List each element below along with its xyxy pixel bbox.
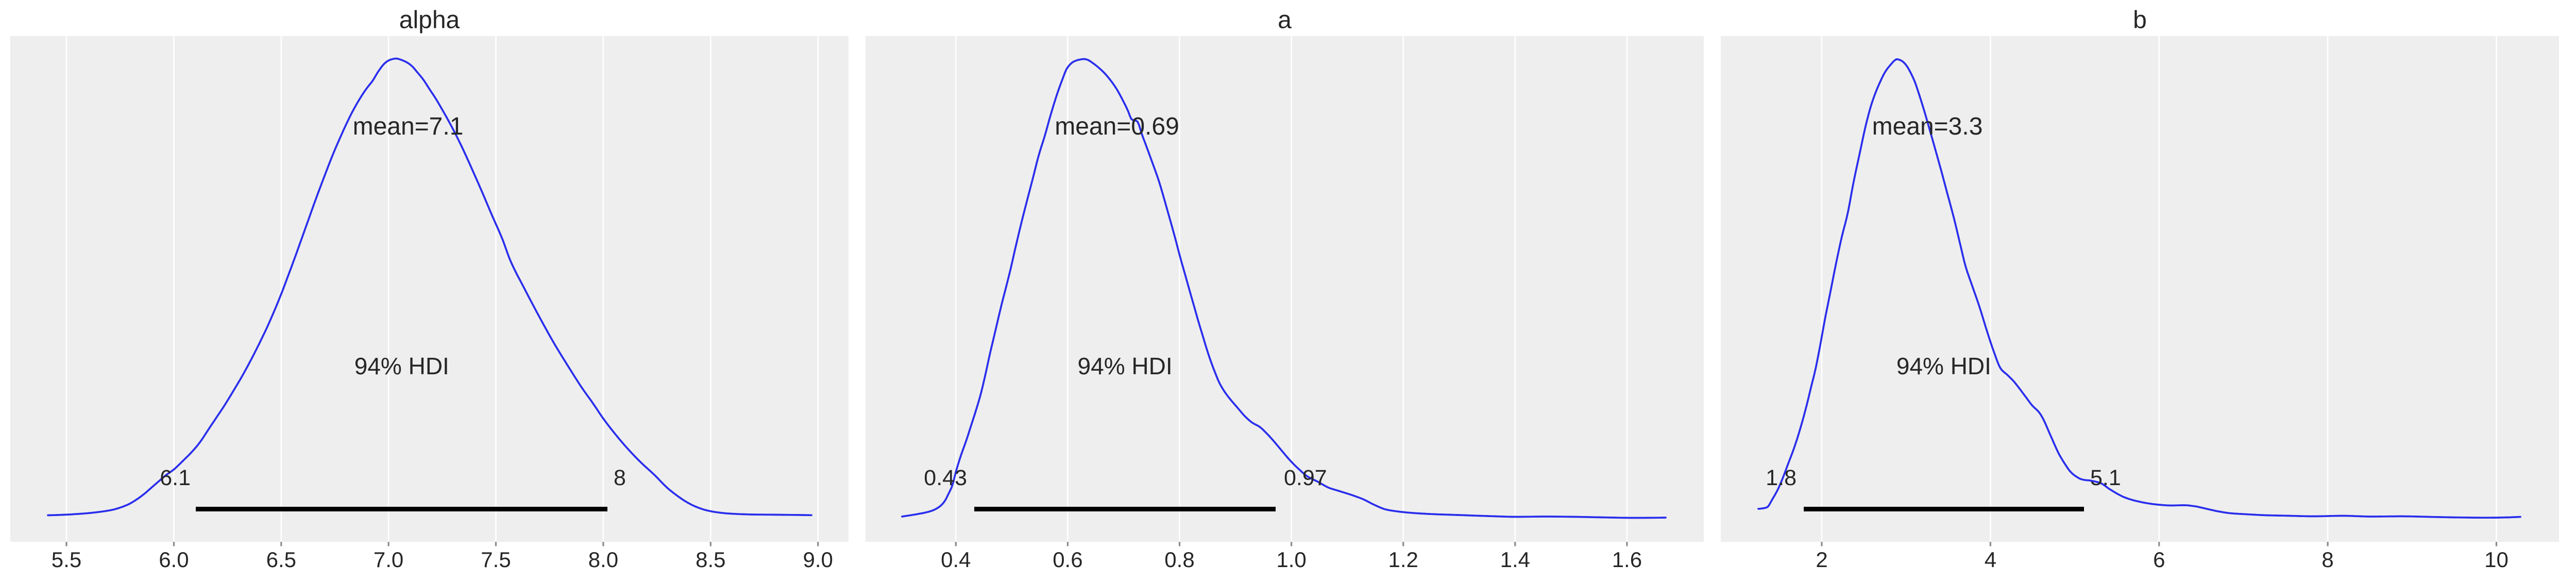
svg-text:mean=3.3: mean=3.3 bbox=[1872, 113, 1983, 140]
svg-text:6: 6 bbox=[2153, 547, 2165, 572]
svg-text:alpha: alpha bbox=[399, 7, 460, 34]
svg-text:6.0: 6.0 bbox=[159, 547, 189, 572]
svg-text:8: 8 bbox=[2321, 547, 2333, 572]
svg-text:b: b bbox=[2133, 7, 2147, 34]
svg-text:1.0: 1.0 bbox=[1276, 547, 1306, 572]
svg-text:1.4: 1.4 bbox=[1500, 547, 1530, 572]
svg-text:8.0: 8.0 bbox=[588, 547, 618, 572]
svg-text:94% HDI: 94% HDI bbox=[1078, 353, 1173, 379]
svg-text:1.6: 1.6 bbox=[1612, 547, 1642, 572]
svg-text:8.5: 8.5 bbox=[696, 547, 725, 572]
svg-text:6.5: 6.5 bbox=[266, 547, 296, 572]
svg-text:4: 4 bbox=[1985, 547, 1996, 572]
svg-text:1.8: 1.8 bbox=[1766, 466, 1797, 490]
svg-text:a: a bbox=[1278, 7, 1292, 34]
svg-text:0.97: 0.97 bbox=[1284, 466, 1327, 490]
svg-text:mean=7.1: mean=7.1 bbox=[353, 113, 464, 140]
svg-text:0.8: 0.8 bbox=[1164, 547, 1194, 572]
svg-text:2: 2 bbox=[1816, 547, 1827, 572]
svg-text:94% HDI: 94% HDI bbox=[354, 353, 449, 379]
svg-text:7.0: 7.0 bbox=[374, 547, 403, 572]
svg-text:10: 10 bbox=[2484, 547, 2509, 572]
svg-text:0.43: 0.43 bbox=[924, 466, 967, 490]
svg-text:8: 8 bbox=[614, 466, 626, 490]
svg-text:5.5: 5.5 bbox=[52, 547, 81, 572]
svg-text:6.1: 6.1 bbox=[160, 466, 191, 490]
svg-text:9.0: 9.0 bbox=[803, 547, 833, 572]
svg-text:5.1: 5.1 bbox=[2090, 466, 2121, 490]
svg-text:0.6: 0.6 bbox=[1053, 547, 1082, 572]
svg-text:7.5: 7.5 bbox=[481, 547, 511, 572]
svg-text:mean=0.69: mean=0.69 bbox=[1055, 113, 1179, 140]
svg-text:1.2: 1.2 bbox=[1388, 547, 1418, 572]
svg-text:0.4: 0.4 bbox=[941, 547, 971, 572]
svg-text:94% HDI: 94% HDI bbox=[1896, 353, 1991, 379]
